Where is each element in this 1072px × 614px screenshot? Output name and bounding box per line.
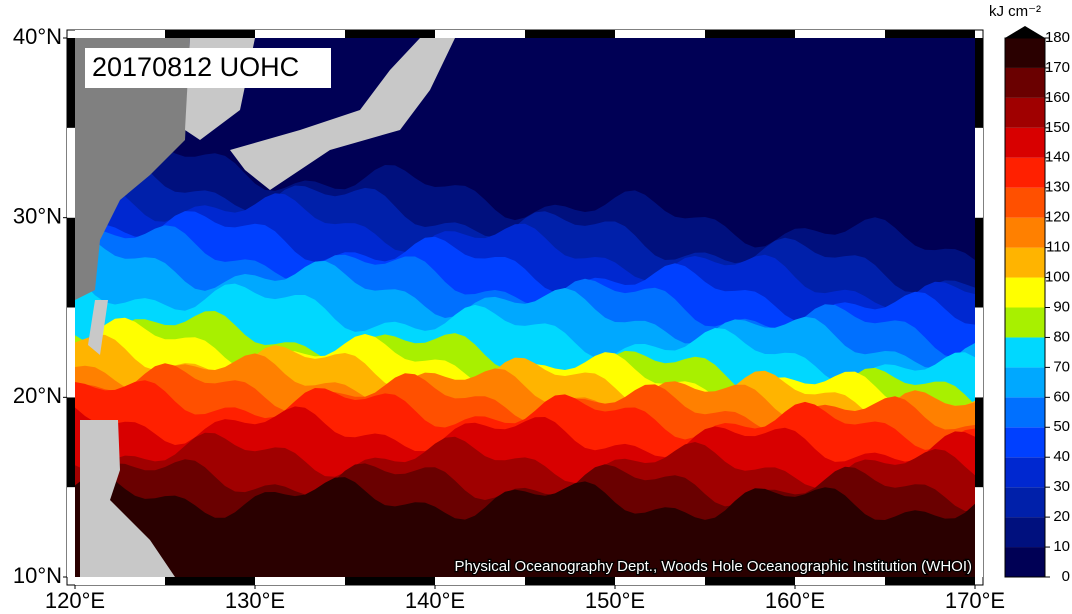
- colorbar-segment: [1005, 397, 1045, 428]
- colorbar-tick-label: 170: [1045, 59, 1070, 76]
- colorbar-segment: [1005, 487, 1045, 518]
- colorbar-segment: [1005, 367, 1045, 398]
- colorbar-tick-label: 180: [1045, 29, 1070, 46]
- frame-segment: [67, 38, 75, 128]
- frame-segment: [525, 30, 615, 38]
- frame-segment: [67, 307, 75, 398]
- frame-segment: [165, 30, 255, 38]
- colorbar-tick-label: 110: [1046, 239, 1070, 256]
- colorbar-tick-label: 50: [1053, 418, 1070, 435]
- lon-tick-label: 120°E: [45, 588, 105, 613]
- frame-segment: [165, 577, 255, 585]
- colorbar-segment: [1005, 517, 1045, 548]
- colorbar-tick-label: 20: [1053, 508, 1070, 525]
- lon-tick-label: 150°E: [585, 588, 645, 613]
- lon-tick-label: 170°E: [945, 588, 1005, 613]
- lon-tick-label: 160°E: [765, 588, 825, 613]
- land-philippines: [80, 420, 175, 577]
- frame-segment: [525, 577, 615, 585]
- frame-segment: [435, 30, 525, 38]
- frame-segment: [345, 577, 435, 585]
- colorbar-tick-label: 10: [1053, 538, 1070, 555]
- title-box: [85, 48, 331, 88]
- frame-segment: [67, 397, 75, 488]
- lon-tick-label: 140°E: [405, 588, 465, 613]
- frame-segment: [975, 217, 983, 308]
- colorbar-segment: [1005, 97, 1045, 128]
- frame-segment: [975, 307, 983, 398]
- colorbar-segment: [1005, 247, 1045, 278]
- colorbar-tick-label: 100: [1045, 269, 1070, 286]
- frame-segment: [255, 577, 345, 585]
- lat-tick-label: 10°N: [13, 563, 62, 588]
- colorbar-label: kJ cm⁻²: [989, 3, 1041, 20]
- colorbar-segment: [1005, 457, 1045, 488]
- colorbar-tick-label: 70: [1053, 358, 1070, 375]
- frame-segment: [75, 30, 165, 38]
- map-area: [75, 38, 975, 577]
- frame-segment: [435, 577, 525, 585]
- colorbar-tick-label: 40: [1053, 448, 1070, 465]
- colorbar-segment: [1005, 127, 1045, 158]
- frame-segment: [975, 127, 983, 218]
- colorbar-segment: [1005, 427, 1045, 458]
- credit: Physical Oceanography Dept., Woods Hole …: [455, 558, 972, 575]
- colorbar-tick-label: 140: [1045, 149, 1070, 166]
- frame-segment: [705, 30, 795, 38]
- frame-segment: [795, 30, 885, 38]
- frame-segment: [67, 127, 75, 218]
- frame-segment: [615, 577, 705, 585]
- colorbar-tick-label: 160: [1045, 89, 1070, 106]
- frame-segment: [255, 30, 345, 38]
- land-taiwan: [88, 300, 108, 355]
- frame-segment: [615, 30, 705, 38]
- frame-segment: [885, 30, 975, 38]
- colorbar-segment: [1005, 277, 1045, 308]
- no-data: [75, 38, 190, 300]
- frame-segment: [975, 397, 983, 488]
- colorbar-tick-label: 90: [1053, 298, 1070, 315]
- colorbar-segment: [1005, 307, 1045, 338]
- frame-segment: [67, 217, 75, 308]
- ohc-band: [75, 473, 975, 577]
- colorbar-segment: [1005, 38, 1045, 68]
- colorbar-tick-label: 130: [1045, 179, 1070, 196]
- lat-tick-label: 20°N: [13, 383, 62, 408]
- colorbar-segment: [1005, 337, 1045, 368]
- colorbar-segment: [1005, 187, 1045, 218]
- frame-segment: [75, 577, 165, 585]
- colorbar-tick-label: 0: [1062, 568, 1070, 585]
- colorbar-tick-label: 80: [1053, 328, 1070, 345]
- colorbar-segment: [1005, 67, 1045, 98]
- colorbar-arrow: [1005, 26, 1045, 38]
- map-frame: [66, 29, 984, 586]
- lat-tick-label: 30°N: [13, 203, 62, 228]
- colorbar-segment: [1005, 157, 1045, 188]
- colorbar-tick-label: 30: [1053, 478, 1070, 495]
- lon-tick-label: 130°E: [225, 588, 285, 613]
- frame-segment: [795, 577, 885, 585]
- colorbar-tick-label: 120: [1045, 209, 1070, 226]
- land-japan: [185, 38, 455, 190]
- colorbar-segment: [1005, 547, 1045, 577]
- colorbar-tick-label: 60: [1053, 388, 1070, 405]
- frame-segment: [705, 577, 795, 585]
- frame-segment: [975, 487, 983, 577]
- lat-tick-label: 40°N: [13, 24, 62, 49]
- frame-segment: [885, 577, 975, 585]
- map-title: 20170812 UOHC: [92, 52, 299, 82]
- frame-segment: [67, 487, 75, 577]
- colorbar-segment: [1005, 217, 1045, 248]
- frame-segment: [345, 30, 435, 38]
- frame-segment: [975, 38, 983, 128]
- colorbar-tick-label: 150: [1045, 119, 1070, 136]
